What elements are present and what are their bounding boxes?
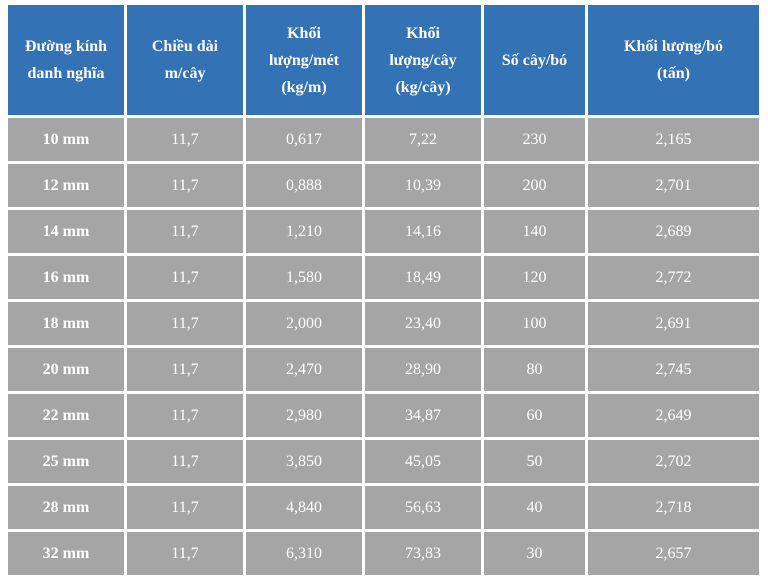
header-cell: Khối lượng/bó (tấn) (588, 5, 759, 115)
table-cell: 2,470 (246, 348, 362, 391)
table-cell: 100 (484, 302, 585, 345)
table-cell: 2,689 (588, 210, 759, 253)
table-cell: 1,580 (246, 256, 362, 299)
table-cell: 3,850 (246, 440, 362, 483)
table-cell: 2,980 (246, 394, 362, 437)
table-cell: 2,701 (588, 164, 759, 207)
header-text: (kg/m) (281, 78, 327, 96)
table-cell: 14 mm (8, 210, 124, 253)
table-cell: 10,39 (365, 164, 481, 207)
table-cell: 11,7 (127, 348, 243, 391)
table-cell: 230 (484, 118, 585, 161)
table-cell: 6,310 (246, 532, 362, 575)
header-text: Số cây/bó (501, 51, 568, 69)
table-cell: 11,7 (127, 256, 243, 299)
table-cell: 23,40 (365, 302, 481, 345)
header-text: danh nghĩa (27, 65, 105, 82)
header-text: lượng/mét (268, 51, 339, 69)
table-cell: 14,16 (365, 210, 481, 253)
table-cell: 18,49 (365, 256, 481, 299)
table-cell: 18 mm (8, 302, 124, 345)
table-cell: 11,7 (127, 394, 243, 437)
header-cell: Khối lượng/mét (kg/m) (246, 5, 362, 115)
table-cell: 32 mm (8, 532, 124, 575)
table-cell: 2,649 (588, 394, 759, 437)
table-cell: 2,657 (588, 532, 759, 575)
table-cell: 73,83 (365, 532, 481, 575)
header-text: Khối (287, 24, 321, 42)
header-text: Chiều dài (151, 38, 219, 55)
table-cell: 11,7 (127, 486, 243, 529)
header-cell: Đường kính danh nghĩa (8, 5, 124, 115)
table-cell: 7,22 (365, 118, 481, 161)
table-cell: 2,691 (588, 302, 759, 345)
header-text: (tấn) (657, 65, 690, 82)
table-cell: 10 mm (8, 118, 124, 161)
table-cell: 45,05 (365, 440, 481, 483)
table-cell: 11,7 (127, 118, 243, 161)
header-text: lượng/cây (389, 51, 457, 69)
table-cell: 28 mm (8, 486, 124, 529)
table-cell: 0,888 (246, 164, 362, 207)
header-text: (kg/cây) (395, 78, 451, 96)
table-cell: 12 mm (8, 164, 124, 207)
table-cell: 1,210 (246, 210, 362, 253)
table-cell: 120 (484, 256, 585, 299)
table-cell: 11,7 (127, 440, 243, 483)
table-cell: 2,702 (588, 440, 759, 483)
table-cell: 16 mm (8, 256, 124, 299)
header-cell: Khối lượng/cây (kg/cây) (365, 5, 481, 115)
header-text: Đường kính (24, 38, 108, 55)
table-cell: 40 (484, 486, 585, 529)
table-cell: 2,718 (588, 486, 759, 529)
table-cell: 0,617 (246, 118, 362, 161)
header-text: Khối lượng/bó (624, 38, 723, 55)
table-cell: 2,000 (246, 302, 362, 345)
table-cell: 2,165 (588, 118, 759, 161)
header-text: m/cây (164, 65, 206, 82)
header-cell: Chiều dài m/cây (127, 5, 243, 115)
table-cell: 22 mm (8, 394, 124, 437)
table-cell: 4,840 (246, 486, 362, 529)
table-cell: 140 (484, 210, 585, 253)
header-cell: Số cây/bó (484, 5, 585, 115)
table-cell: 2,772 (588, 256, 759, 299)
table-cell: 28,90 (365, 348, 481, 391)
table-cell: 25 mm (8, 440, 124, 483)
table-cell: 56,63 (365, 486, 481, 529)
table-cell: 11,7 (127, 532, 243, 575)
table-cell: 11,7 (127, 210, 243, 253)
table-cell: 20 mm (8, 348, 124, 391)
table-cell: 11,7 (127, 302, 243, 345)
table-cell: 30 (484, 532, 585, 575)
table-cell: 50 (484, 440, 585, 483)
table-cell: 200 (484, 164, 585, 207)
table-cell: 34,87 (365, 394, 481, 437)
table-cell: 2,745 (588, 348, 759, 391)
header-text: Khối (406, 24, 440, 42)
table-cell: 11,7 (127, 164, 243, 207)
table-cell: 80 (484, 348, 585, 391)
table-cell: 60 (484, 394, 585, 437)
